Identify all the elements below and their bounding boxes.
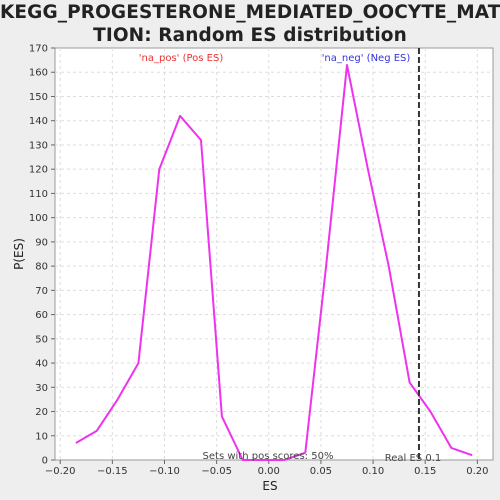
grid-lines: [55, 48, 493, 460]
series-line: [75, 64, 473, 461]
y-tick-label: 100: [29, 213, 48, 224]
y-tick-label: 170: [29, 44, 48, 55]
x-tick-label: 0.05: [310, 466, 332, 477]
y-tick-label: 80: [35, 262, 48, 273]
y-tick-label: 50: [35, 334, 48, 345]
x-tick-label: −0.20: [45, 466, 76, 477]
annotations: 'na_pos' (Pos ES) 'na_neg' (Neg ES) Sets w…: [139, 48, 441, 464]
x-tick-label: 0.00: [258, 466, 280, 477]
chart-title-line-1: KEGG_PROGESTERONE_MEDIATED_OOCYTE_MATURA: [0, 2, 500, 23]
neg-es-label: 'na_neg' (Neg ES): [322, 53, 411, 64]
x-tick-label: 0.15: [414, 466, 436, 477]
y-tick-label: 60: [35, 310, 48, 321]
x-tick-label: −0.15: [97, 466, 128, 477]
y-tick-label: 90: [35, 237, 48, 248]
sets-pos-scores-label: Sets with pos scores: 50%: [203, 451, 334, 462]
y-tick-label: 0: [42, 456, 48, 467]
plot-area: [54, 47, 494, 461]
x-tick-label: 0.20: [466, 466, 488, 477]
x-axis: −0.20 −0.15 −0.10 −0.05 0.00 0.05 0.10 0.15 0.20…: [45, 460, 488, 493]
chart-title: KEGG_PROGESTERONE_MEDIATED_OOCYTE_MATURA…: [0, 1, 500, 47]
series-group: [75, 64, 473, 461]
y-tick-label: 70: [35, 286, 48, 297]
x-tick-label: 0.10: [362, 466, 384, 477]
pos-es-label: 'na_pos' (Pos ES): [139, 53, 224, 64]
y-tick-label: 120: [29, 165, 48, 176]
x-tick-label: −0.10: [149, 466, 180, 477]
x-axis-label: ES: [262, 479, 277, 493]
y-tick-label: 40: [35, 359, 48, 370]
y-tick-label: 10: [35, 431, 48, 442]
y-tick-label: 150: [29, 92, 48, 103]
x-tick-label: −0.05: [201, 466, 232, 477]
y-tick-label: 140: [29, 116, 48, 127]
y-tick-label: 30: [35, 383, 48, 394]
y-tick-label: 130: [29, 140, 48, 151]
y-axis-label: P(ES): [12, 238, 26, 270]
y-axis: 0 10 20 30 40 50 60 70 80 90 100 110 120 130 140 150 160…: [12, 44, 55, 467]
y-tick-label: 110: [29, 189, 48, 200]
y-tick-label: 20: [35, 407, 48, 418]
real-es-label: Real ES 0.1: [385, 453, 441, 464]
chart-title-line-2: TION: Random ES distribution: [93, 25, 407, 46]
y-tick-label: 160: [29, 68, 48, 79]
